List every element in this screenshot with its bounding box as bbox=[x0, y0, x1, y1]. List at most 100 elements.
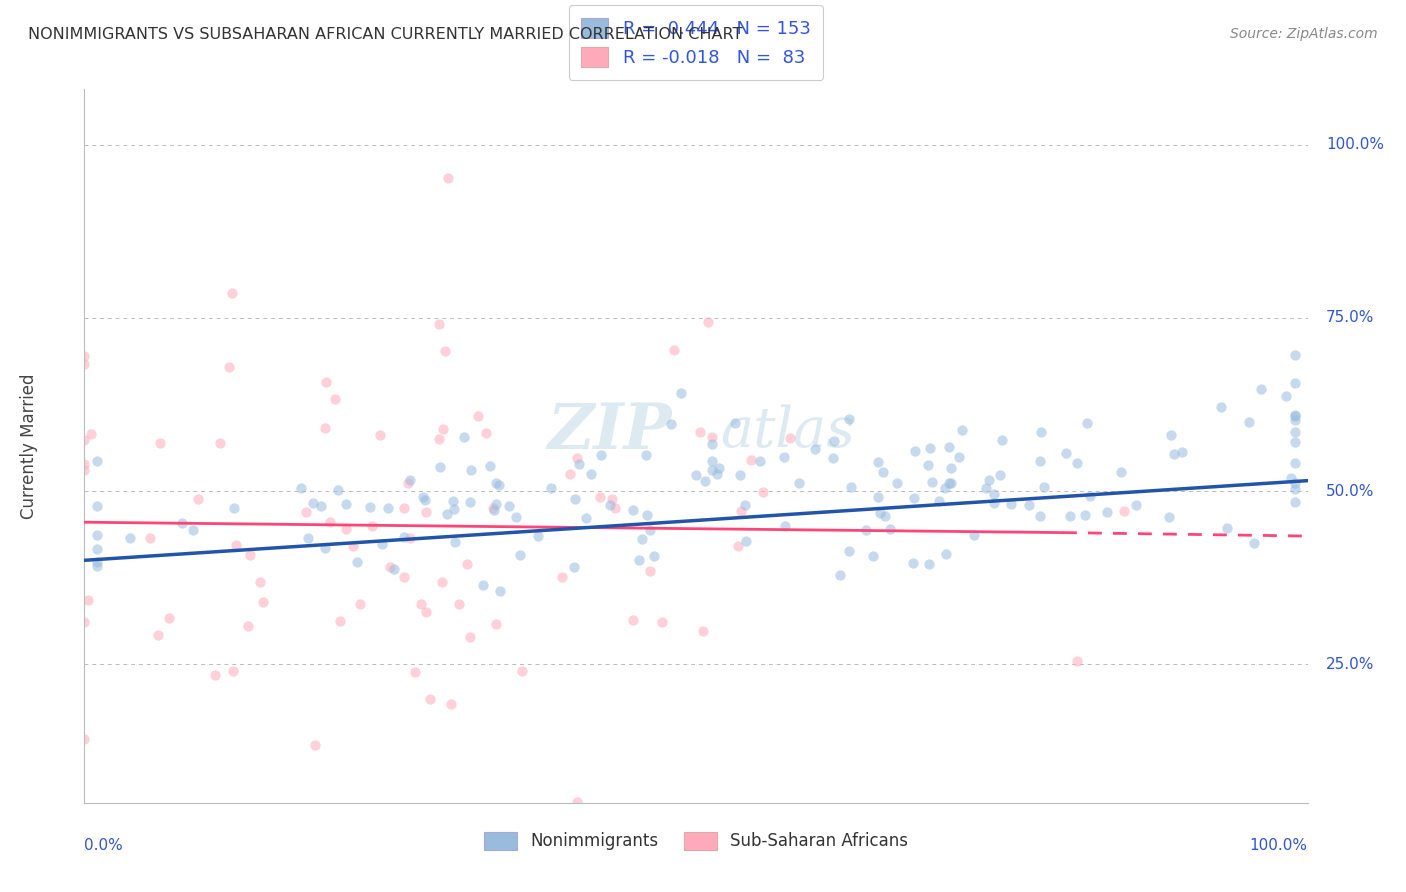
Point bbox=[565, 795, 588, 809]
Point bbox=[551, 570, 574, 584]
Point bbox=[727, 540, 749, 554]
Point bbox=[855, 523, 877, 537]
Point bbox=[974, 481, 997, 495]
Point bbox=[342, 539, 364, 553]
Point bbox=[638, 523, 661, 537]
Point bbox=[1059, 509, 1081, 524]
Point bbox=[297, 531, 319, 545]
Point bbox=[146, 628, 169, 642]
Point bbox=[963, 528, 986, 542]
Point bbox=[1284, 413, 1306, 427]
Point bbox=[627, 552, 650, 566]
Text: ZIP: ZIP bbox=[547, 401, 672, 462]
Point bbox=[427, 317, 450, 331]
Point bbox=[295, 505, 318, 519]
Point bbox=[86, 527, 108, 541]
Point bbox=[1250, 382, 1272, 396]
Text: atlas: atlas bbox=[720, 404, 855, 459]
Point bbox=[1279, 471, 1302, 485]
Point bbox=[948, 450, 970, 464]
Point bbox=[875, 509, 897, 524]
Point bbox=[734, 498, 756, 512]
Point bbox=[359, 500, 381, 514]
Legend: Nonimmigrants, Sub-Saharan Africans: Nonimmigrants, Sub-Saharan Africans bbox=[475, 823, 917, 859]
Point bbox=[1209, 401, 1232, 415]
Point bbox=[838, 544, 860, 558]
Point bbox=[370, 537, 392, 551]
Point bbox=[562, 559, 585, 574]
Point bbox=[509, 549, 531, 563]
Point bbox=[1066, 456, 1088, 470]
Point bbox=[377, 501, 399, 516]
Point bbox=[773, 519, 796, 533]
Point bbox=[938, 475, 960, 490]
Point bbox=[73, 615, 96, 630]
Point bbox=[879, 522, 901, 536]
Point bbox=[73, 434, 96, 448]
Point bbox=[599, 498, 621, 512]
Point bbox=[319, 515, 342, 529]
Point bbox=[404, 665, 426, 679]
Point bbox=[440, 697, 463, 711]
Point bbox=[335, 522, 357, 536]
Text: 0.0%: 0.0% bbox=[84, 838, 124, 854]
Point bbox=[360, 518, 382, 533]
Point bbox=[685, 467, 707, 482]
Point bbox=[479, 459, 502, 474]
Point bbox=[600, 491, 623, 506]
Point bbox=[139, 531, 162, 545]
Point bbox=[564, 492, 586, 507]
Point bbox=[636, 448, 658, 462]
Point bbox=[779, 431, 801, 445]
Point bbox=[86, 555, 108, 569]
Point bbox=[399, 531, 422, 545]
Point bbox=[735, 533, 758, 548]
Point bbox=[1095, 505, 1118, 519]
Point bbox=[581, 467, 603, 481]
Point bbox=[472, 578, 495, 592]
Point bbox=[80, 426, 103, 441]
Point bbox=[225, 538, 247, 552]
Point bbox=[482, 502, 505, 516]
Point bbox=[643, 549, 665, 563]
Point bbox=[485, 617, 508, 632]
Point bbox=[830, 568, 852, 582]
Point bbox=[183, 523, 205, 537]
Point bbox=[540, 481, 562, 495]
Point bbox=[702, 429, 724, 443]
Point bbox=[872, 466, 894, 480]
Point bbox=[977, 473, 1000, 487]
Point bbox=[862, 549, 884, 564]
Point bbox=[706, 467, 728, 481]
Point bbox=[458, 630, 481, 644]
Point bbox=[928, 493, 950, 508]
Point bbox=[1054, 446, 1077, 460]
Point bbox=[73, 457, 96, 471]
Point bbox=[1284, 425, 1306, 439]
Point bbox=[1284, 435, 1306, 450]
Point bbox=[222, 664, 245, 678]
Point bbox=[460, 463, 482, 477]
Point bbox=[700, 453, 723, 467]
Point bbox=[917, 458, 939, 472]
Point bbox=[1028, 454, 1050, 468]
Point bbox=[434, 343, 457, 358]
Point bbox=[475, 426, 498, 441]
Point bbox=[427, 433, 450, 447]
Point bbox=[309, 499, 332, 513]
Point bbox=[394, 570, 416, 584]
Point bbox=[772, 450, 794, 464]
Point bbox=[380, 560, 402, 574]
Point bbox=[86, 499, 108, 513]
Point bbox=[73, 463, 96, 477]
Point bbox=[485, 476, 508, 491]
Text: 25.0%: 25.0% bbox=[1326, 657, 1374, 672]
Point bbox=[700, 463, 723, 477]
Point bbox=[1171, 445, 1194, 459]
Point bbox=[1076, 416, 1098, 430]
Point bbox=[669, 386, 692, 401]
Point bbox=[415, 505, 437, 519]
Text: 100.0%: 100.0% bbox=[1326, 137, 1384, 153]
Point bbox=[326, 483, 349, 498]
Point bbox=[1125, 498, 1147, 512]
